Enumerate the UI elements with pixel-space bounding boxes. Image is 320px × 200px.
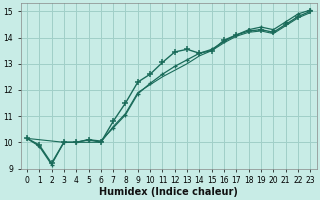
- X-axis label: Humidex (Indice chaleur): Humidex (Indice chaleur): [99, 187, 238, 197]
